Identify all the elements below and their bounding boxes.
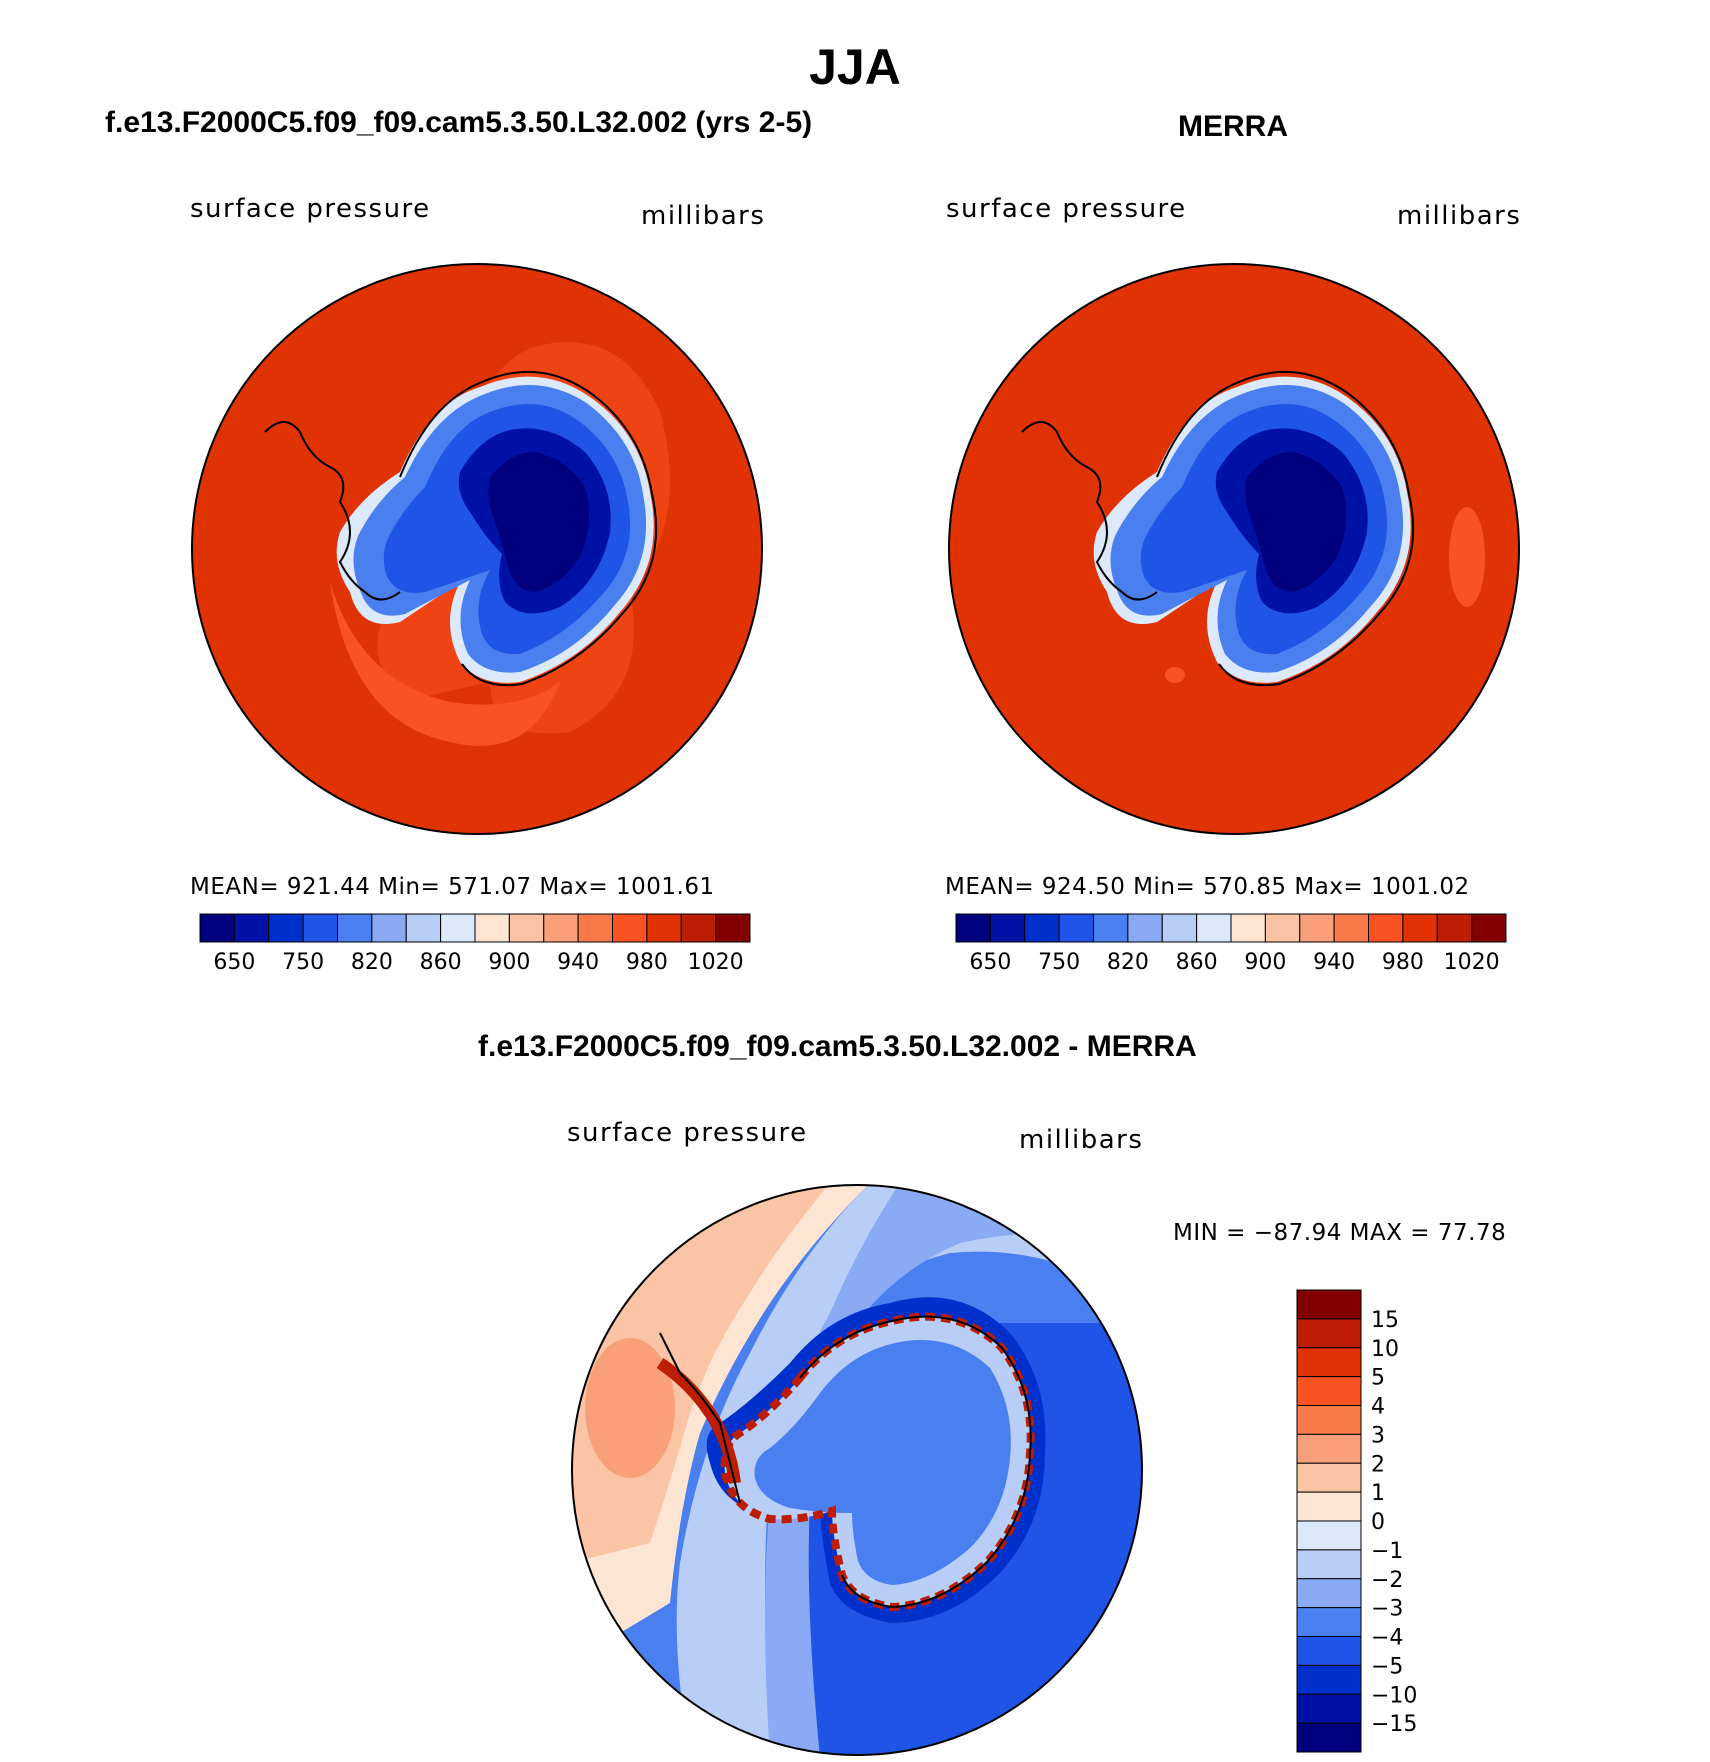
diff-colorbar-box (1296, 1549, 1362, 1580)
diff-polar-map (571, 1184, 1143, 1756)
diff-colorbar-tick-label: 4 (1371, 1395, 1385, 1420)
obs-colorbar-box (1196, 913, 1232, 943)
obs-colorbar-tick-label: 650 (969, 950, 1011, 972)
obs-colorbar-box (1471, 913, 1507, 943)
obs-colorbar: 650 750 820 860 900 940 980 1020 (955, 913, 1507, 972)
model-colorbar-tick-label: 1020 (688, 950, 744, 972)
model-colorbar-tick-label: 650 (213, 950, 255, 972)
model-polar-map (191, 263, 763, 835)
diff-colorbar-box (1296, 1347, 1362, 1378)
obs-colorbar-tick-label: 860 (1176, 950, 1218, 972)
obs-colorbar-box (1299, 913, 1335, 943)
model-colorbar-box (440, 913, 476, 943)
model-colorbar-box (302, 913, 338, 943)
obs-colorbar-tick-label: 940 (1313, 950, 1355, 972)
diff-colorbar-tick-label: −2 (1371, 1568, 1403, 1593)
model-colorbar-tick-label: 860 (420, 950, 462, 972)
diff-colorbar-tick-label: 15 (1371, 1308, 1399, 1333)
diff-colorbar-box (1296, 1520, 1362, 1551)
diff-colorbar-box (1296, 1693, 1362, 1724)
model-colorbar-box (199, 913, 235, 943)
model-units-label: millibars (641, 201, 766, 231)
obs-colorbar-box (1436, 913, 1473, 943)
model-colorbar-box (371, 913, 407, 943)
diff-colorbar-tick-label: 10 (1371, 1337, 1399, 1362)
obs-colorbar-tick-label: 750 (1038, 950, 1080, 972)
obs-units-label: millibars (1397, 201, 1522, 231)
obs-polar-map (948, 263, 1520, 835)
diff-colorbar-box (1296, 1462, 1362, 1493)
model-colorbar-box (577, 913, 613, 943)
obs-colorbar-box (1368, 913, 1404, 943)
model-colorbar-tick-label: 820 (351, 950, 393, 972)
obs-colorbar-tick-label: 820 (1107, 950, 1149, 972)
model-colorbar-box (233, 913, 270, 943)
diff-colorbar-tick-label: 5 (1371, 1366, 1385, 1391)
diff-colorbar-box (1296, 1289, 1362, 1320)
diff-colorbar-tick-label: −3 (1371, 1597, 1403, 1622)
diff-colorbar-box (1296, 1664, 1362, 1695)
obs-colorbar-box (1093, 913, 1129, 943)
obs-colorbar-box (1402, 913, 1438, 943)
model-colorbar-box (268, 913, 304, 943)
obs-colorbar-tick-label: 900 (1244, 950, 1286, 972)
model-variable-label: surface pressure (190, 194, 431, 224)
diff-colorbar-tick-label: 3 (1371, 1423, 1385, 1448)
obs-colorbar-box (989, 913, 1026, 943)
diff-panel-title: f.e13.F2000C5.f09_f09.cam5.3.50.L32.002 … (478, 1030, 1197, 1063)
model-colorbar-tick-label: 980 (626, 950, 668, 972)
diff-units-label: millibars (1019, 1125, 1144, 1155)
diff-colorbar-box (1296, 1722, 1362, 1753)
diff-colorbar-box (1296, 1636, 1362, 1666)
obs-colorbar-tick-label: 980 (1382, 950, 1424, 972)
model-colorbar-tick-label: 750 (282, 950, 324, 972)
model-stats: MEAN= 921.44 Min= 571.07 Max= 1001.61 (190, 874, 715, 900)
obs-colorbar-box (1024, 913, 1060, 943)
obs-colorbar-tick-label: 1020 (1444, 950, 1500, 972)
model-colorbar-box (508, 913, 545, 943)
model-colorbar: 650 750 820 860 900 940 980 1020 (199, 913, 751, 972)
obs-colorbar-box (955, 913, 991, 943)
model-colorbar-tick-label: 900 (488, 950, 530, 972)
diff-colorbar-box (1296, 1578, 1362, 1609)
diff-colorbar-box (1296, 1491, 1362, 1522)
model-colorbar-box (612, 913, 648, 943)
main-title: JJA (809, 39, 901, 95)
model-colorbar-box (715, 913, 751, 943)
diff-colorbar-tick-label: −10 (1371, 1683, 1417, 1708)
diff-stats: MIN = −87.94 MAX = 77.78 (1173, 1220, 1507, 1246)
diff-colorbar-tick-label: 1 (1371, 1481, 1385, 1506)
obs-colorbar-box (1161, 913, 1198, 943)
diff-colorbar-tick-label: −1 (1371, 1539, 1403, 1564)
diff-colorbar-box (1296, 1607, 1362, 1637)
diff-colorbar-tick-label: 0 (1371, 1510, 1385, 1535)
model-colorbar-box (543, 913, 579, 943)
obs-panel-title: MERRA (1178, 110, 1288, 143)
obs-colorbar-box (1333, 913, 1369, 943)
obs-colorbar-box (1058, 913, 1094, 943)
diff-colorbar-tick-label: −15 (1371, 1712, 1417, 1737)
model-colorbar-box (405, 913, 442, 943)
obs-colorbar-box (1230, 913, 1266, 943)
diff-colorbar-tick-label: −4 (1371, 1626, 1403, 1651)
model-colorbar-box (680, 913, 717, 943)
obs-stats: MEAN= 924.50 Min= 570.85 Max= 1001.02 (945, 874, 1470, 900)
diff-variable-label: surface pressure (567, 1118, 808, 1148)
diff-colorbar-tick-label: 2 (1371, 1452, 1385, 1477)
diff-colorbar-tick-label: −5 (1371, 1654, 1403, 1679)
model-colorbar-box (646, 913, 682, 943)
model-colorbar-box (474, 913, 510, 943)
obs-colorbar-box (1264, 913, 1301, 943)
obs-variable-label: surface pressure (946, 194, 1187, 224)
diff-colorbar-box (1296, 1405, 1362, 1435)
model-colorbar-tick-label: 940 (557, 950, 599, 972)
diff-colorbar-box (1296, 1433, 1362, 1464)
model-colorbar-box (337, 913, 373, 943)
model-panel-title: f.e13.F2000C5.f09_f09.cam5.3.50.L32.002 … (105, 106, 813, 139)
diff-colorbar-box (1296, 1376, 1362, 1406)
diff-colorbar-box (1296, 1318, 1362, 1349)
obs-colorbar-box (1127, 913, 1163, 943)
